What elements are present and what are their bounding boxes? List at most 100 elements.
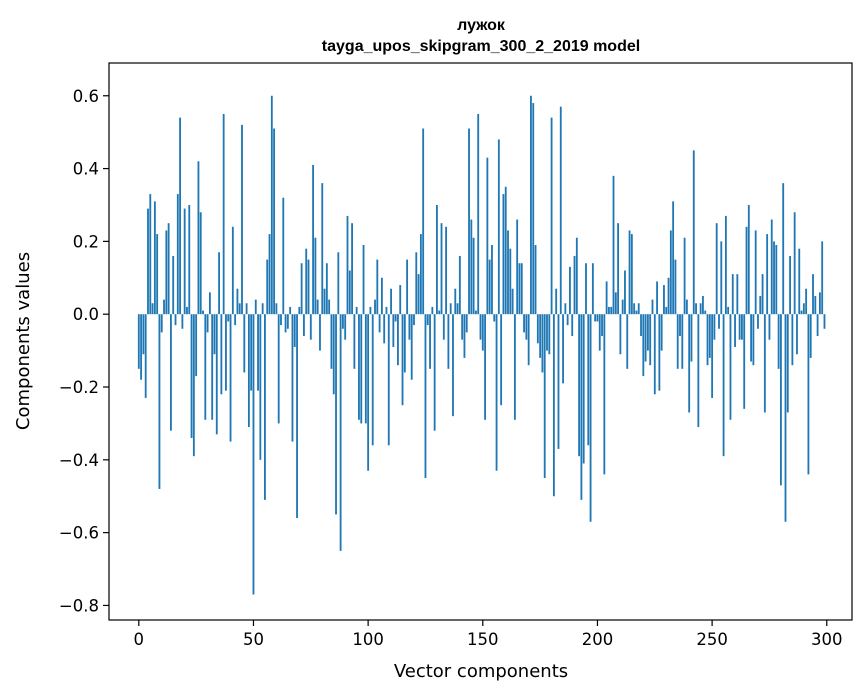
bar-228 <box>660 314 663 351</box>
bar-222 <box>646 314 649 351</box>
bar-66 <box>289 306 292 315</box>
bar-232 <box>669 230 672 315</box>
bar-257 <box>727 306 730 315</box>
bar-47 <box>245 303 248 315</box>
bar-137 <box>452 314 454 417</box>
y-tick-label: −0.4 <box>59 451 99 470</box>
bar-261 <box>736 274 739 315</box>
bar-154 <box>491 245 493 315</box>
bar-298 <box>821 241 824 315</box>
bar-22 <box>188 204 191 315</box>
bar-126 <box>426 314 429 326</box>
bar-183 <box>557 314 560 449</box>
bar-202 <box>601 314 603 337</box>
bar-221 <box>644 314 647 362</box>
bar-177 <box>543 314 546 479</box>
y-axis-ticks: −0.8 −0.6 −0.4 −0.2 0.0 0.2 0.4 0.6 <box>59 87 109 615</box>
bar-94 <box>353 314 356 369</box>
bar-189 <box>571 314 574 337</box>
bar-115 <box>401 314 404 406</box>
bar-231 <box>667 277 670 315</box>
bar-270 <box>757 314 759 329</box>
y-tick-label: 0.2 <box>73 232 99 251</box>
bar-280 <box>779 314 782 486</box>
bar-103 <box>374 299 376 315</box>
bar-102 <box>371 314 374 446</box>
bar-264 <box>743 314 746 409</box>
bar-60 <box>275 303 278 315</box>
bar-125 <box>424 314 427 479</box>
bar-239 <box>685 299 688 315</box>
bar-256 <box>724 215 727 315</box>
bar-20 <box>183 208 186 315</box>
bar-182 <box>555 288 558 315</box>
bar-225 <box>653 314 656 395</box>
bar-84 <box>330 314 333 369</box>
y-tick-label: 0.0 <box>73 305 99 324</box>
bar-287 <box>796 314 798 355</box>
bar-112 <box>394 314 397 322</box>
bar-199 <box>594 314 597 322</box>
bar-293 <box>809 314 812 358</box>
bar-42 <box>234 314 237 326</box>
bar-70 <box>298 306 301 315</box>
bar-168 <box>523 314 525 333</box>
bar-series <box>137 95 826 595</box>
bar-75 <box>309 314 312 340</box>
bar-269 <box>754 230 757 315</box>
bar-82 <box>325 263 328 315</box>
bar-288 <box>798 248 801 315</box>
bar-158 <box>500 314 503 406</box>
bar-230 <box>665 306 668 315</box>
bar-98 <box>362 245 365 315</box>
bar-14 <box>170 314 172 431</box>
bar-107 <box>383 314 386 344</box>
bar-238 <box>683 237 686 315</box>
bar-211 <box>621 299 624 315</box>
bar-57 <box>268 234 271 315</box>
bar-88 <box>339 314 342 551</box>
bar-93 <box>351 223 353 315</box>
bar-155 <box>493 314 496 322</box>
bar-72 <box>303 314 305 337</box>
bar-38 <box>225 314 227 391</box>
bar-243 <box>695 303 697 315</box>
bar-123 <box>419 234 422 315</box>
bar-214 <box>628 230 631 315</box>
bar-53 <box>259 314 262 460</box>
bar-143 <box>465 314 468 333</box>
bar-16 <box>174 314 177 326</box>
bar-188 <box>569 266 571 315</box>
bar-127 <box>429 314 431 369</box>
bar-89 <box>341 314 344 329</box>
bar-208 <box>614 292 617 315</box>
bar-28 <box>202 310 204 315</box>
x-tick-label: 150 <box>467 630 499 649</box>
bar-187 <box>566 314 569 326</box>
bar-85 <box>332 314 335 395</box>
bar-121 <box>415 252 418 315</box>
bar-173 <box>534 245 537 315</box>
bar-153 <box>488 259 491 315</box>
bar-100 <box>367 314 370 471</box>
bar-242 <box>692 150 695 315</box>
bar-110 <box>390 288 392 315</box>
bar-237 <box>681 314 684 369</box>
bar-146 <box>472 237 475 315</box>
bar-90 <box>344 314 347 340</box>
bar-12 <box>165 230 168 315</box>
bar-276 <box>770 219 773 315</box>
chart-subtitle: tayga_upos_skipgram_300_2_2019 model <box>322 38 640 55</box>
bar-13 <box>167 223 170 315</box>
bar-212 <box>624 270 626 315</box>
bar-34 <box>215 314 218 435</box>
bar-69 <box>296 314 298 519</box>
bar-236 <box>679 314 681 337</box>
bar-272 <box>761 274 764 315</box>
bar-83 <box>328 299 331 315</box>
bar-148 <box>477 113 480 315</box>
bar-142 <box>463 314 466 358</box>
bar-265 <box>745 226 748 315</box>
bar-160 <box>504 186 507 315</box>
bar-32 <box>211 314 214 420</box>
